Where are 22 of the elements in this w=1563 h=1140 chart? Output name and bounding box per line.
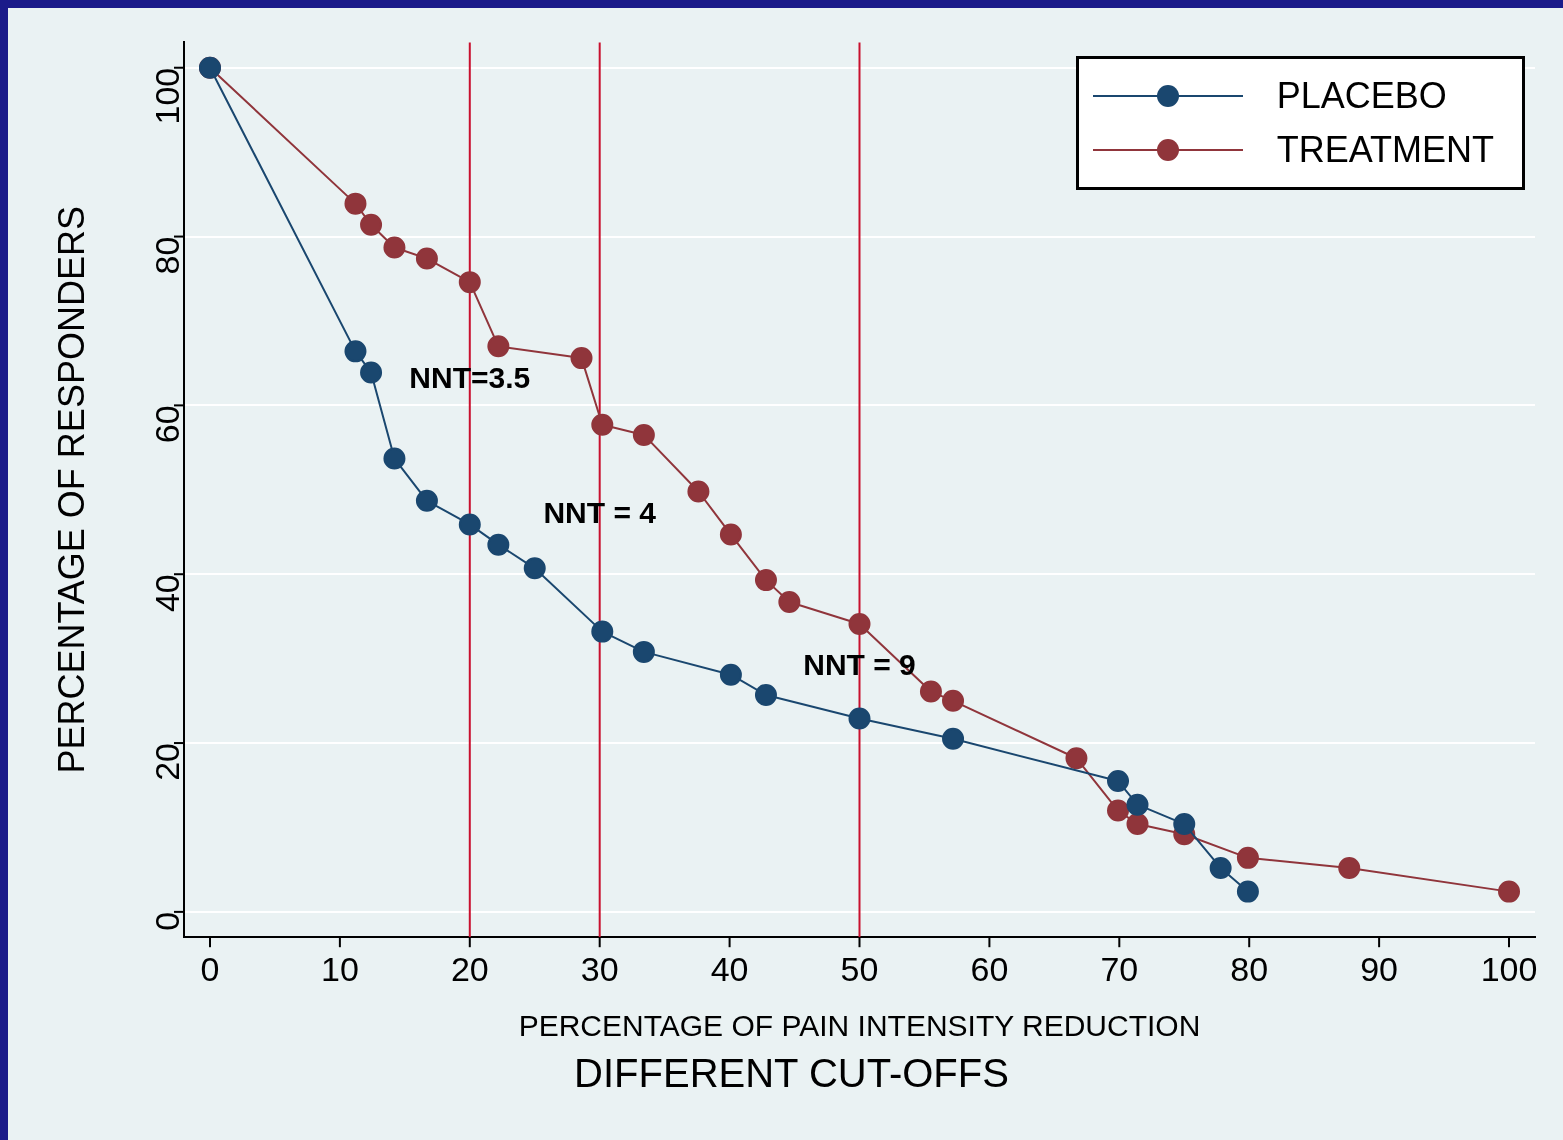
x-tick-label: 40 xyxy=(710,949,749,988)
x-axis-title: PERCENTAGE OF PAIN INTENSITY REDUCTION xyxy=(518,1009,1201,1043)
x-tick-label: 50 xyxy=(840,949,879,988)
x-tick-label: 30 xyxy=(580,949,619,988)
x-tick-label: 100 xyxy=(1480,949,1538,988)
x-tick-label: 70 xyxy=(1100,949,1139,988)
y-tick-label: 40 xyxy=(148,574,187,613)
y-tick-label: 60 xyxy=(148,405,187,444)
y-tick-label: 80 xyxy=(148,236,187,275)
y-tick-label: 100 xyxy=(148,67,187,125)
x-tick-label: 10 xyxy=(320,949,359,988)
x-tick-label: 0 xyxy=(200,949,220,988)
legend-label: TREATMENT xyxy=(1276,129,1494,172)
text: DIFFERENT CUT-OFFS xyxy=(574,1051,1009,1096)
y-tick-label: 20 xyxy=(148,743,187,781)
x-tick-label: 60 xyxy=(970,949,1009,988)
y-axis-title: PERCENTAGE OF RESPONDERS xyxy=(50,206,92,774)
legend-label: PLACEBO xyxy=(1276,75,1447,118)
x-tick-label: 90 xyxy=(1360,949,1399,988)
x-tick-label: 80 xyxy=(1230,949,1269,988)
y-tick-label: 0 xyxy=(148,911,187,931)
x-tick-label: 20 xyxy=(450,949,489,988)
